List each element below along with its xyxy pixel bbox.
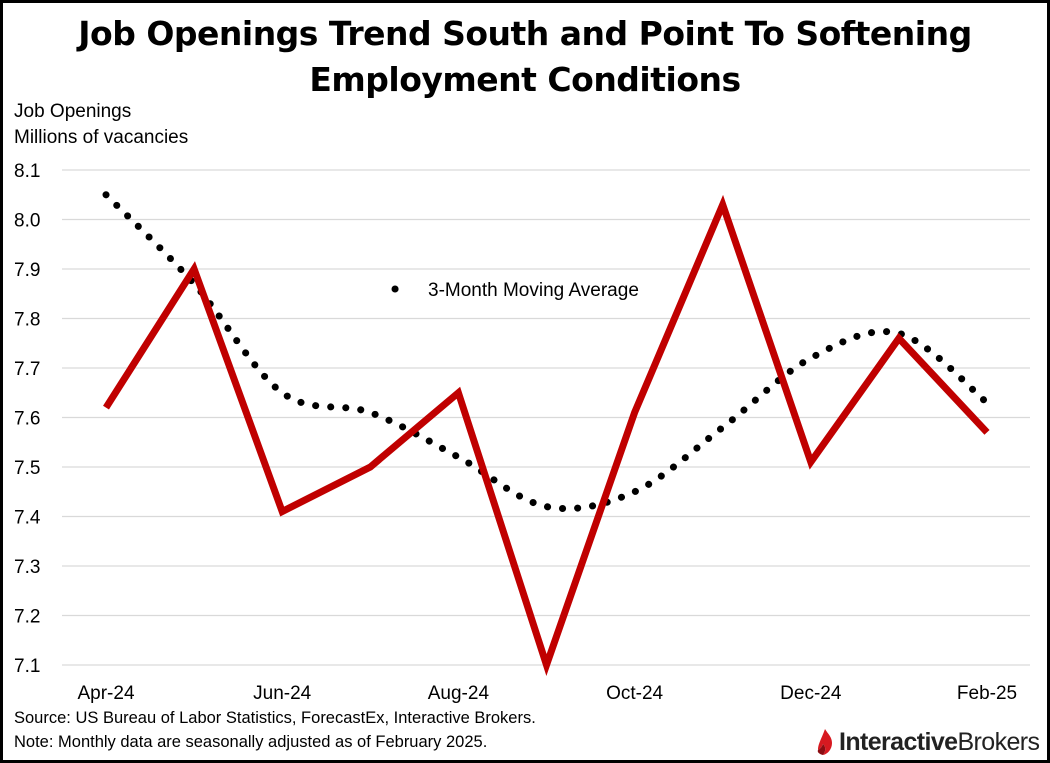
y-tick-label: 7.5: [14, 458, 40, 479]
x-axis-ticks: Apr-24 Jun-24 Aug-24 Oct-24 Dec-24 Feb-25: [77, 683, 1017, 704]
source-note: Source: US Bureau of Labor Statistics, F…: [14, 709, 536, 727]
brand-flame-icon: [817, 729, 832, 755]
y-axis-ticks: 7.1 7.2 7.3 7.4 7.5 7.6 7.7 7.8 7.9 8.0 8.1: [14, 161, 41, 677]
brand-wordmark-bold: Interactive: [839, 727, 958, 756]
data-note: Note: Monthly data are seasonally adjust…: [14, 733, 488, 751]
y-tick-label: 7.7: [14, 359, 40, 380]
x-tick-label: Oct-24: [606, 683, 663, 704]
x-tick-label: Dec-24: [780, 683, 842, 704]
y-axis-label-line2: Millions of vacancies: [14, 127, 189, 148]
x-tick-label: Feb-25: [957, 683, 1017, 704]
job-openings-series-line: [103, 194, 990, 676]
y-tick-label: 7.6: [14, 409, 40, 430]
y-tick-label: 7.1: [14, 656, 40, 677]
y-axis-label-line1: Job Openings: [14, 101, 132, 122]
x-tick-label: Aug-24: [428, 683, 490, 704]
chart-title-line2: Employment Conditions: [309, 60, 741, 99]
y-tick-label: 7.8: [14, 310, 40, 331]
brand-wordmark-regular: Brokers: [957, 727, 1040, 756]
moving-average-series-line: [102, 191, 991, 513]
y-tick-label: 7.2: [14, 607, 40, 628]
series-layer: [102, 191, 991, 676]
y-tick-label: 7.3: [14, 557, 40, 578]
y-tick-label: 8.0: [14, 211, 40, 232]
brand-wordmark: InteractiveBrokers: [839, 727, 1040, 757]
y-tick-label: 7.9: [14, 260, 40, 281]
legend-label-moving-average: 3-Month Moving Average: [428, 280, 639, 301]
y-tick-label: 8.1: [14, 161, 40, 182]
x-tick-label: Jun-24: [253, 683, 312, 704]
interactive-brokers-logo: InteractiveBrokers: [816, 727, 1040, 757]
gridlines: [62, 169, 1030, 666]
x-tick-label: Apr-24: [77, 683, 134, 704]
legend: 3-Month Moving Average: [391, 280, 639, 301]
y-tick-label: 7.4: [14, 508, 41, 529]
chart-title-line1: Job Openings Trend South and Point To So…: [78, 14, 972, 53]
